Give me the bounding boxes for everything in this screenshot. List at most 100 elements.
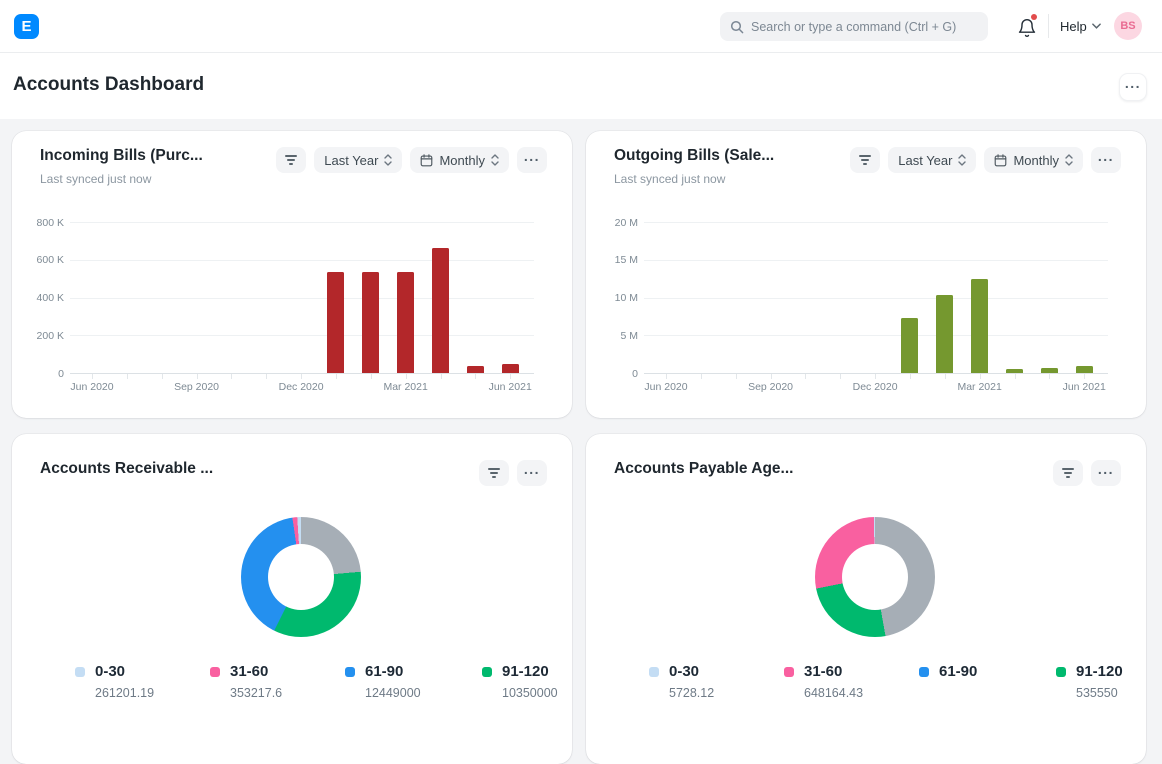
chart-bar[interactable] — [936, 295, 954, 373]
donut-chart[interactable] — [815, 517, 935, 637]
page-menu-button[interactable]: ... — [1119, 73, 1147, 101]
chart-filter-button[interactable] — [276, 147, 307, 173]
legend-value — [939, 686, 977, 701]
legend-value: 261201.19 — [95, 686, 155, 700]
chart-bar[interactable] — [466, 366, 484, 373]
timespan-value: Last Year — [324, 152, 379, 168]
y-axis-label: 15 M — [614, 254, 638, 267]
x-axis-tick — [440, 374, 442, 379]
gridline — [70, 373, 534, 374]
legend-dot — [1056, 666, 1066, 677]
chart-filter-button[interactable] — [479, 460, 509, 486]
donut-chart[interactable] — [241, 517, 361, 637]
x-axis-tick — [875, 374, 877, 379]
avatar[interactable]: BS — [1114, 12, 1142, 40]
chart-bar[interactable] — [397, 272, 415, 373]
x-axis-tick — [126, 374, 128, 379]
x-axis-tick — [161, 374, 163, 379]
timespan-select[interactable]: Last Year — [314, 147, 403, 173]
legend-head: 0-30 — [649, 663, 714, 680]
card-title: Incoming Bills (Purc... — [40, 147, 203, 164]
chart-bar[interactable] — [327, 272, 345, 373]
gridline — [70, 335, 534, 337]
gridline — [70, 297, 534, 299]
legend-dot — [649, 666, 659, 677]
app-logo-letter: E — [21, 18, 32, 35]
help-menu[interactable]: Help — [1060, 13, 1101, 39]
global-search[interactable] — [720, 12, 988, 41]
x-axis-tick — [666, 374, 667, 379]
card-outgoing-bills: Outgoing Bills (Sale... Last synced just… — [586, 131, 1146, 418]
x-axis-tick — [301, 374, 303, 379]
card-title: Outgoing Bills (Sale... — [614, 147, 775, 164]
legend-dot — [784, 666, 794, 677]
frequency-value: Monthly — [439, 152, 485, 168]
x-axis-label: Jun 2021 — [1062, 381, 1106, 393]
legend-label: 91-120 — [502, 663, 549, 680]
navbar-divider — [1048, 14, 1049, 38]
y-axis-label: 600 K — [36, 254, 64, 267]
chart-bar[interactable] — [971, 278, 989, 373]
chart-filter-button[interactable] — [1053, 460, 1083, 486]
x-axis-tick — [979, 374, 981, 379]
legend-value: 12449000 — [365, 686, 421, 700]
x-axis-tick — [510, 374, 512, 379]
card-title: Accounts Receivable ... — [40, 460, 214, 477]
legend-item: 0-30 261201.19 — [75, 663, 154, 701]
legend-item: 91-120 535550 — [1056, 663, 1123, 701]
legend-dot — [75, 666, 85, 677]
app-logo[interactable]: E — [14, 14, 39, 39]
legend-item: 0-30 5728.12 — [649, 663, 714, 701]
chart-more-button[interactable]: ... — [517, 147, 547, 173]
chart-more-button[interactable]: ... — [1091, 460, 1121, 486]
chart-bar[interactable] — [362, 272, 380, 373]
legend-dot — [210, 666, 220, 677]
chart-filter-button[interactable] — [850, 147, 881, 173]
chart-bar[interactable] — [501, 363, 519, 373]
x-axis-tick — [335, 374, 337, 379]
chart-bar[interactable] — [1006, 369, 1023, 373]
x-axis-tick — [700, 374, 702, 379]
chart-bar[interactable] — [1075, 366, 1093, 373]
ellipsis-icon: ... — [1124, 75, 1142, 91]
legend-value: 535550 — [1076, 686, 1118, 700]
timespan-select[interactable]: Last Year — [888, 147, 977, 173]
legend-dot — [482, 666, 492, 677]
y-axis-label: 400 K — [36, 292, 64, 304]
ellipsis-icon: ... — [523, 148, 541, 164]
frequency-select[interactable]: Monthly — [410, 147, 509, 173]
gridline — [70, 259, 534, 261]
top-navbar: E Help BS — [0, 0, 1162, 53]
bell-icon — [1014, 18, 1040, 38]
x-axis-tick — [944, 374, 946, 379]
y-axis-label: 800 K — [36, 216, 64, 229]
ellipsis-icon: ... — [523, 461, 541, 477]
legend-label: 31-60 — [804, 663, 843, 680]
frequency-select[interactable]: Monthly — [984, 147, 1083, 173]
chart-more-button[interactable]: ... — [517, 460, 547, 486]
gridline — [70, 222, 534, 223]
x-axis-label: Dec 2020 — [852, 381, 898, 393]
y-axis-label: 5 M — [620, 329, 638, 342]
chart-bar[interactable] — [1040, 368, 1058, 373]
legend-head: 61-90 — [919, 663, 977, 680]
chart-more-button[interactable]: ... — [1091, 147, 1121, 173]
updown-icon — [1065, 154, 1073, 166]
frequency-value: Monthly — [1013, 152, 1059, 168]
x-axis-tick — [735, 374, 737, 379]
legend-label: 91-120 — [1076, 663, 1123, 680]
legend-item: 31-60 648164.43 — [784, 663, 863, 701]
x-axis-tick — [370, 374, 372, 379]
chart-bar[interactable] — [432, 248, 449, 373]
legend-item: 61-90 — [919, 663, 977, 701]
x-axis-label: Sep 2020 — [748, 381, 794, 393]
x-axis-tick — [196, 374, 198, 379]
gridline — [644, 222, 1108, 223]
search-input[interactable] — [751, 19, 978, 34]
notifications-button[interactable] — [1014, 13, 1040, 39]
gridline — [644, 297, 1108, 299]
last-synced-text: Last synced just now — [40, 172, 152, 186]
x-axis-tick — [1049, 374, 1051, 379]
chart-bar[interactable] — [901, 317, 919, 373]
updown-icon — [958, 154, 967, 166]
